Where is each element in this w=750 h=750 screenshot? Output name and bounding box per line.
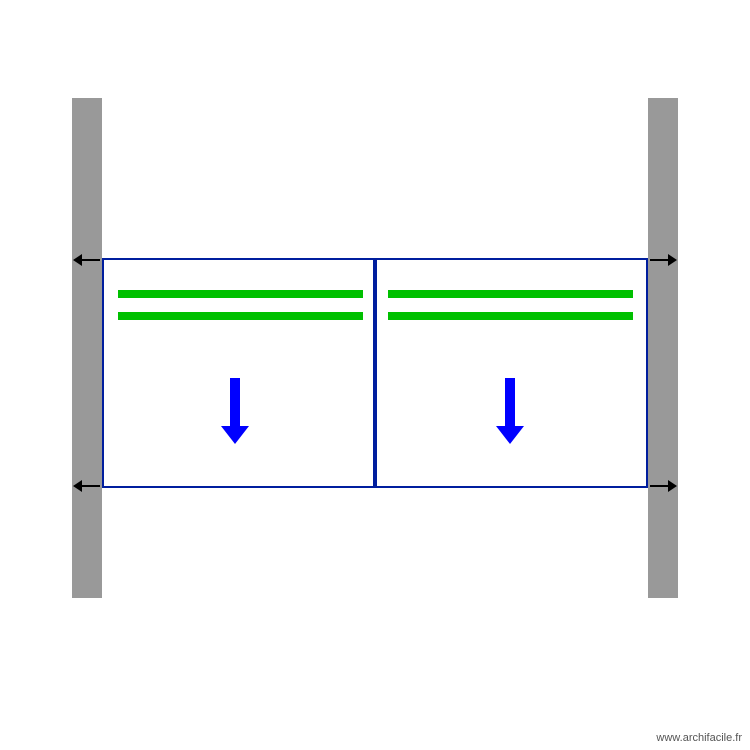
dimension-arrow-icon <box>73 254 82 266</box>
stripe <box>388 312 633 320</box>
dimension-arrow-icon <box>82 259 100 261</box>
down-arrow-icon <box>505 378 515 426</box>
dimension-arrow-icon <box>82 485 100 487</box>
dimension-arrow-icon <box>668 480 677 492</box>
pillar-left <box>72 98 102 598</box>
down-arrow-icon <box>221 426 249 444</box>
dimension-arrow-icon <box>73 480 82 492</box>
dimension-arrow-icon <box>650 485 668 487</box>
credit-text: www.archifacile.fr <box>656 732 742 744</box>
dimension-arrow-icon <box>668 254 677 266</box>
stripe <box>118 312 363 320</box>
down-arrow-icon <box>230 378 240 426</box>
dimension-arrow-icon <box>650 259 668 261</box>
down-arrow-icon <box>496 426 524 444</box>
pillar-right <box>648 98 678 598</box>
diagram-canvas: www.archifacile.fr <box>0 0 750 750</box>
stripe <box>388 290 633 298</box>
stripe <box>118 290 363 298</box>
